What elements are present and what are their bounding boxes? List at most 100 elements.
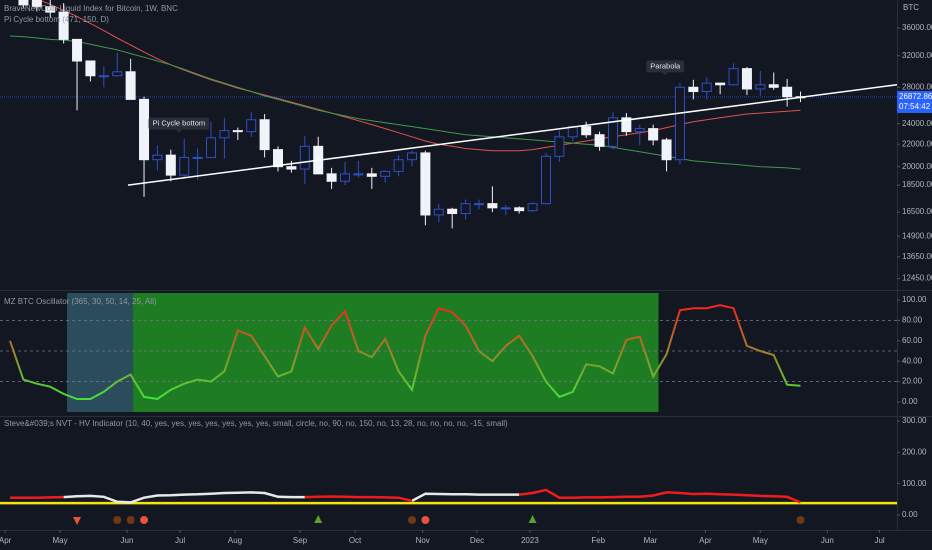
y-tick-label: 36000.00 — [902, 23, 932, 32]
y-tick-label: 16500.00 — [902, 207, 932, 216]
candle-body — [206, 137, 217, 158]
candle-body — [326, 173, 337, 182]
candle-body — [487, 203, 498, 209]
y-tick-label: 0.00 — [902, 397, 918, 406]
candle-body — [540, 155, 551, 205]
candle-body — [674, 86, 685, 161]
y-tick-label: 300.00 — [902, 416, 927, 425]
signal — [528, 515, 537, 523]
last-price-label: 26872.86 — [899, 92, 932, 101]
signal — [314, 515, 323, 523]
x-tick-label: 2023 — [521, 536, 539, 545]
x-tick-label: Jul — [175, 536, 185, 545]
candle-body — [98, 75, 109, 78]
x-tick-label: Apr — [699, 536, 712, 545]
candle-body — [232, 130, 243, 133]
axis-unit: BTC — [903, 3, 919, 12]
candle-body — [634, 128, 645, 133]
x-tick-label: Jun — [121, 536, 134, 545]
x-tick-label: Dec — [470, 536, 484, 545]
x-tick-label: Apr — [0, 536, 12, 545]
indicator-title: Pi Cycle bottom (471, 150, D) — [4, 15, 109, 24]
candle-body — [45, 6, 56, 13]
annotation: Pi Cycle bottom — [148, 117, 210, 133]
x-tick-label: Sep — [293, 536, 308, 545]
indicator-line — [10, 488, 801, 504]
y-tick-label: 100.00 — [902, 479, 927, 488]
y-tick-label: 60.00 — [902, 336, 923, 345]
candle-body — [72, 38, 83, 62]
y-tick-label: 28000.00 — [902, 82, 932, 91]
chart-title: BraveNewCoin Liquid Index for Bitcoin, 1… — [4, 4, 178, 13]
x-tick-label: Oct — [349, 536, 362, 545]
signal — [140, 516, 149, 524]
oscillator-pane — [0, 293, 897, 412]
candle-body — [741, 68, 752, 90]
y-tick-label: 24000.00 — [902, 119, 932, 128]
candle-body — [755, 84, 766, 90]
signal — [407, 516, 416, 524]
candle-body — [340, 173, 350, 182]
y-tick-label: 12450.00 — [902, 274, 932, 283]
candle-body — [661, 139, 672, 161]
y-tick-label: 40.00 — [902, 356, 923, 365]
indicator-title: MZ BTC Oscillator (365, 30, 50, 14, 25, … — [4, 297, 157, 306]
trend-line — [127, 84, 897, 186]
candle-body — [259, 119, 270, 151]
x-tick-label: Aug — [228, 536, 242, 545]
axes: 12450.00 13650.00 14900.00 16500.00 18500.00… — [0, 23, 932, 545]
x-tick-label: May — [52, 536, 67, 545]
candle-body — [179, 156, 190, 176]
x-tick-label: Jun — [821, 536, 834, 545]
candle-body — [18, 0, 29, 6]
y-tick-label: 32000.00 — [902, 51, 932, 60]
candle-body — [246, 119, 257, 133]
signal — [796, 516, 805, 524]
zone — [66, 293, 134, 412]
candle-body — [728, 68, 739, 86]
candle-body — [701, 82, 712, 93]
candle-body — [112, 71, 123, 77]
candle-body — [607, 117, 618, 147]
annotation: Parabola — [646, 60, 685, 76]
candle-body — [594, 134, 605, 147]
nvt-pane — [0, 488, 897, 525]
candle-body — [393, 159, 404, 172]
candle-body — [581, 126, 592, 136]
y-tick-label: 18500.00 — [902, 180, 932, 189]
signal — [113, 516, 122, 524]
candle-body — [782, 86, 793, 98]
countdown-label: 07:54:42 — [899, 102, 931, 111]
y-tick-label: 13650.00 — [902, 252, 932, 261]
candle-body — [286, 166, 297, 170]
x-tick-label: Feb — [591, 536, 605, 545]
moving-average — [37, 0, 801, 152]
candle-body — [447, 208, 458, 215]
y-tick-label: 80.00 — [902, 316, 923, 325]
signal — [421, 516, 430, 524]
candle-body — [125, 71, 136, 100]
candle-body — [299, 145, 310, 170]
y-tick-label: 200.00 — [902, 447, 927, 456]
candle-body — [688, 86, 699, 93]
candle-body — [366, 173, 377, 177]
candle-body — [514, 207, 525, 212]
candle-body — [31, 0, 42, 8]
annotation-box — [646, 60, 685, 73]
y-tick-label: 0.00 — [902, 510, 918, 519]
candle-body — [420, 152, 431, 216]
candle-body — [648, 128, 659, 141]
annotation-label: Pi Cycle bottom — [153, 119, 206, 128]
y-tick-label: 20000.00 — [902, 162, 932, 171]
candle-body — [273, 149, 284, 168]
indicator-title: Steve&#039;s NVT - HV Indicator (10, 40,… — [4, 419, 508, 428]
candle-body — [715, 82, 726, 86]
annotation-pointer — [662, 72, 669, 76]
candle-body — [219, 130, 230, 139]
y-tick-label: 22000.00 — [902, 139, 932, 148]
candle-body — [473, 203, 484, 206]
annotation-box — [148, 117, 210, 130]
x-tick-label: Mar — [644, 536, 658, 545]
